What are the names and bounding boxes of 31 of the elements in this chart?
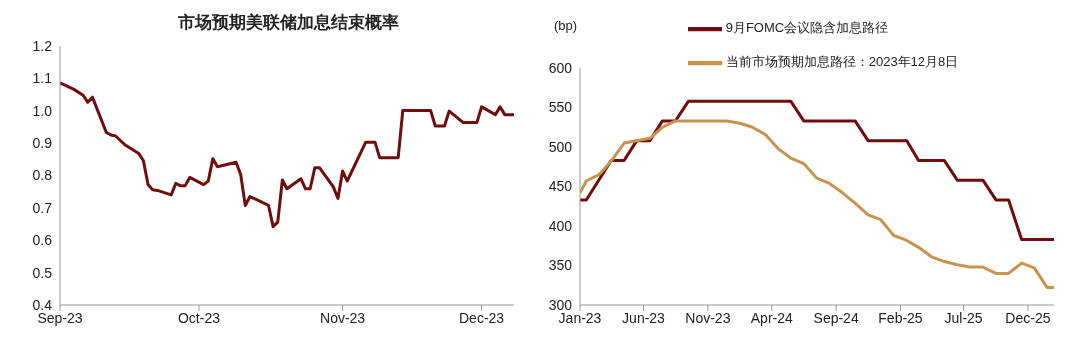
y-tick-label: 500	[548, 138, 573, 155]
line-series	[580, 119, 1054, 290]
legend-label: 当前市场预期加息路径：2023年12月8日	[725, 54, 959, 70]
line-series	[580, 99, 1054, 241]
y-tick-label: 600	[548, 59, 573, 76]
y-axis-title: (bp)	[554, 18, 578, 33]
chart-title: 市场预期美联储加息结束概率	[176, 12, 400, 34]
y-tick-label: 450	[548, 178, 573, 195]
y-tick-label: 0.9	[32, 135, 53, 152]
x-tick-label: Jun-23	[622, 309, 666, 326]
line-series	[60, 81, 514, 229]
y-tick-label: 0.6	[32, 232, 53, 249]
x-tick-label: Sep-24	[813, 309, 859, 326]
y-tick-label: 1.0	[32, 102, 53, 119]
y-tick-label: 400	[548, 217, 573, 234]
x-tick-label: Apr-24	[750, 309, 794, 326]
x-tick-label: Dec-23	[459, 309, 505, 326]
x-tick-label: Dec-25	[1005, 309, 1051, 326]
x-tick-label: Nov-23	[685, 309, 731, 326]
x-tick-label: Oct-23	[177, 309, 221, 326]
x-tick-label: Jul-25	[944, 309, 983, 326]
y-tick-label: 0.5	[32, 264, 53, 281]
x-tick-label: Feb-25	[878, 309, 923, 326]
x-tick-label: Nov-23	[320, 309, 366, 326]
y-tick-label: 1.1	[32, 70, 53, 87]
y-tick-label: 550	[548, 99, 573, 116]
y-tick-label: 350	[548, 257, 573, 274]
y-tick-label: 1.2	[32, 37, 53, 54]
legend-label: 9月FOMC会议隐含加息路径	[725, 20, 889, 36]
y-tick-label: 0.7	[32, 199, 53, 216]
y-tick-label: 0.8	[32, 167, 53, 184]
